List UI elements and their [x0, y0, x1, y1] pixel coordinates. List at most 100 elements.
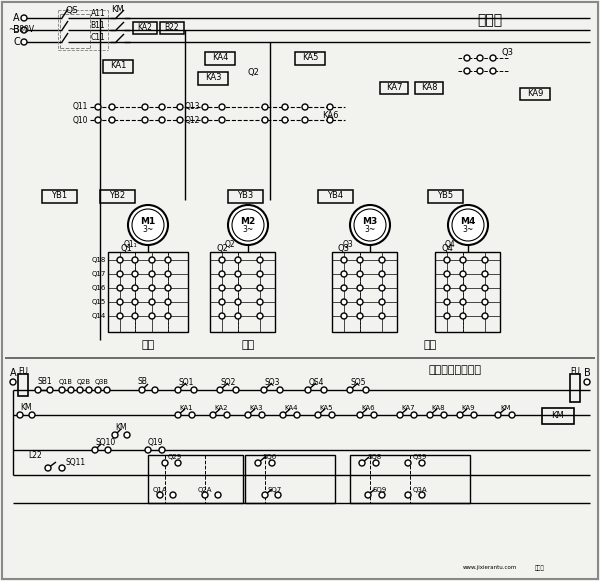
Circle shape — [257, 313, 263, 319]
Circle shape — [280, 412, 286, 418]
Circle shape — [165, 271, 171, 277]
Text: FU: FU — [18, 368, 28, 376]
Circle shape — [235, 299, 241, 305]
Circle shape — [159, 104, 165, 110]
Circle shape — [269, 460, 275, 466]
Circle shape — [145, 447, 151, 453]
Text: Q15: Q15 — [92, 299, 106, 305]
Circle shape — [327, 104, 333, 110]
Circle shape — [219, 299, 225, 305]
Circle shape — [427, 412, 433, 418]
Text: 3~: 3~ — [463, 225, 473, 235]
Circle shape — [365, 492, 371, 498]
Text: Q2A: Q2A — [198, 487, 212, 493]
Bar — [415, 82, 443, 94]
Text: Q10: Q10 — [73, 116, 88, 124]
Text: Q13: Q13 — [185, 102, 200, 112]
Text: SQ3: SQ3 — [264, 378, 280, 386]
Circle shape — [117, 313, 123, 319]
Circle shape — [379, 257, 385, 263]
Circle shape — [490, 55, 496, 61]
Circle shape — [379, 299, 385, 305]
Circle shape — [373, 460, 379, 466]
Circle shape — [259, 412, 265, 418]
Circle shape — [210, 412, 216, 418]
Text: KA3: KA3 — [249, 405, 263, 411]
Circle shape — [441, 412, 447, 418]
Text: C: C — [13, 37, 20, 47]
Text: Q2: Q2 — [224, 239, 235, 249]
Text: YB3: YB3 — [237, 192, 253, 200]
Circle shape — [68, 387, 74, 393]
Circle shape — [282, 117, 288, 123]
Bar — [103, 60, 133, 73]
Text: M2: M2 — [241, 217, 256, 225]
Text: 各保护联锁电路图: 各保护联锁电路图 — [428, 365, 482, 375]
Circle shape — [444, 285, 450, 291]
Circle shape — [219, 257, 225, 263]
Bar — [198, 72, 228, 85]
Circle shape — [245, 412, 251, 418]
Circle shape — [95, 387, 101, 393]
Text: www.jixierantu.com: www.jixierantu.com — [463, 565, 517, 571]
Text: SQ6: SQ6 — [263, 454, 277, 460]
Text: Q29: Q29 — [168, 454, 182, 460]
Text: Q39: Q39 — [413, 454, 427, 460]
Text: YB1: YB1 — [51, 192, 67, 200]
Circle shape — [235, 285, 241, 291]
Circle shape — [397, 412, 403, 418]
Circle shape — [228, 205, 268, 245]
Circle shape — [142, 104, 148, 110]
Circle shape — [159, 447, 165, 453]
Bar — [160, 22, 184, 34]
Circle shape — [35, 387, 41, 393]
Text: Q14: Q14 — [92, 313, 106, 319]
Text: M4: M4 — [460, 217, 476, 225]
Circle shape — [482, 257, 488, 263]
Text: KA6: KA6 — [322, 110, 338, 120]
Circle shape — [219, 104, 225, 110]
Text: SB1: SB1 — [38, 378, 53, 386]
Circle shape — [321, 387, 327, 393]
Circle shape — [371, 412, 377, 418]
Circle shape — [357, 285, 363, 291]
Circle shape — [95, 104, 101, 110]
Circle shape — [294, 412, 300, 418]
Circle shape — [132, 271, 138, 277]
Text: YB2: YB2 — [109, 192, 125, 200]
Text: QS: QS — [65, 5, 79, 15]
Circle shape — [202, 117, 208, 123]
Circle shape — [460, 271, 466, 277]
Circle shape — [452, 209, 484, 241]
Text: SQ10: SQ10 — [95, 437, 115, 447]
Circle shape — [444, 257, 450, 263]
Circle shape — [315, 412, 321, 418]
Bar — [133, 22, 157, 34]
Circle shape — [59, 387, 65, 393]
Text: SQ5: SQ5 — [350, 378, 366, 386]
Text: SQ11: SQ11 — [65, 457, 85, 467]
Circle shape — [341, 299, 347, 305]
Circle shape — [262, 117, 268, 123]
Circle shape — [411, 412, 417, 418]
Bar — [205, 52, 235, 65]
Bar — [350, 455, 470, 503]
Circle shape — [165, 313, 171, 319]
Text: KA6: KA6 — [361, 405, 375, 411]
Text: B: B — [584, 368, 590, 378]
Circle shape — [495, 412, 501, 418]
Circle shape — [219, 285, 225, 291]
Bar — [332, 252, 397, 332]
Text: KM: KM — [20, 403, 32, 413]
Text: ~380V: ~380V — [8, 26, 34, 34]
Text: Q3B: Q3B — [95, 379, 109, 385]
Circle shape — [477, 68, 483, 74]
Text: KA8: KA8 — [421, 84, 437, 92]
Text: Q11: Q11 — [73, 102, 88, 112]
Circle shape — [379, 271, 385, 277]
Text: 3~: 3~ — [364, 225, 376, 235]
Bar — [542, 408, 574, 424]
Circle shape — [457, 412, 463, 418]
Bar — [318, 190, 353, 203]
Text: KA7: KA7 — [401, 405, 415, 411]
